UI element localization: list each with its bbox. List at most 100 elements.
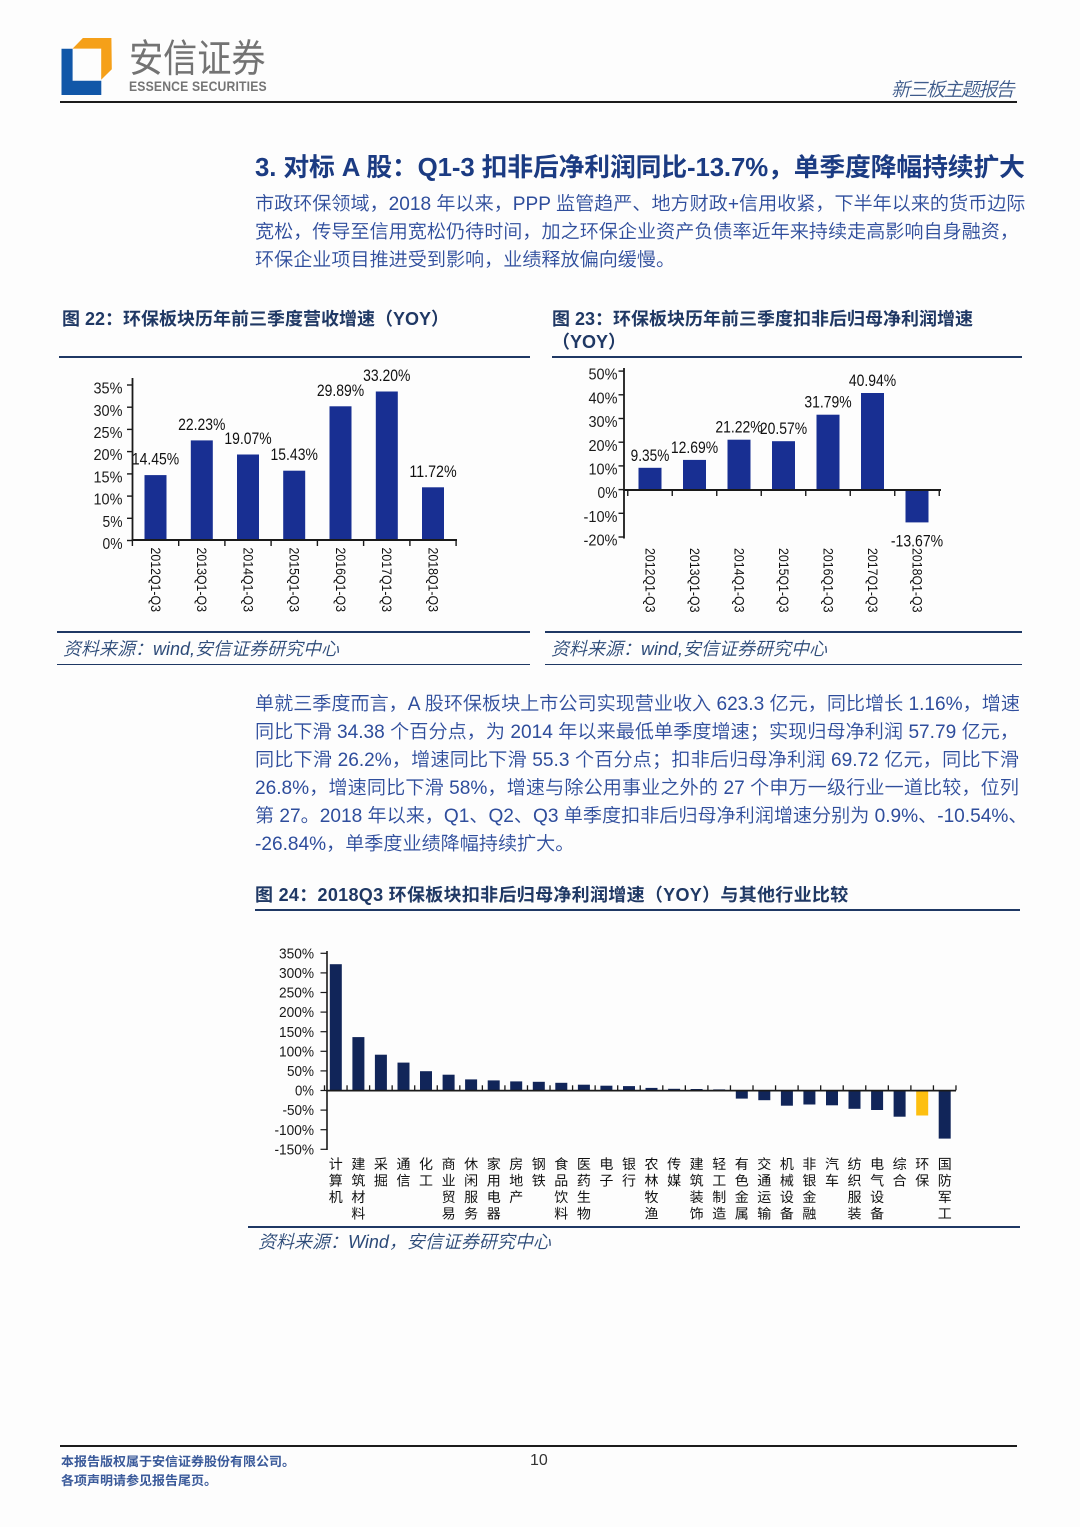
- svg-text:250%: 250%: [279, 986, 314, 1002]
- svg-text:掘: 掘: [374, 1173, 388, 1189]
- svg-text:料: 料: [554, 1205, 568, 1221]
- svg-text:保: 保: [915, 1173, 929, 1189]
- svg-text:务: 务: [464, 1205, 478, 1221]
- svg-text:15.43%: 15.43%: [271, 446, 318, 464]
- svg-text:机: 机: [329, 1189, 343, 1205]
- svg-text:休: 休: [464, 1156, 478, 1172]
- svg-text:-13.67%: -13.67%: [891, 533, 943, 551]
- svg-text:商: 商: [442, 1156, 456, 1172]
- svg-text:300%: 300%: [279, 966, 314, 982]
- svg-text:汽: 汽: [825, 1156, 839, 1172]
- svg-text:饰: 饰: [690, 1205, 704, 1221]
- svg-text:9.35%: 9.35%: [631, 447, 670, 465]
- svg-text:车: 车: [825, 1173, 839, 1189]
- svg-text:5%: 5%: [103, 514, 123, 531]
- svg-text:50%: 50%: [589, 367, 618, 384]
- svg-text:2013Q1-Q3: 2013Q1-Q3: [687, 548, 703, 613]
- svg-text:渔: 渔: [645, 1205, 659, 1221]
- svg-text:服: 服: [464, 1189, 478, 1205]
- svg-text:电: 电: [599, 1156, 613, 1172]
- svg-text:药: 药: [577, 1173, 591, 1189]
- svg-text:2012Q1-Q3: 2012Q1-Q3: [148, 548, 164, 613]
- svg-text:29.89%: 29.89%: [317, 382, 364, 400]
- svg-text:350%: 350%: [279, 946, 314, 962]
- svg-text:200%: 200%: [279, 1005, 314, 1021]
- svg-text:产: 产: [509, 1189, 523, 1205]
- svg-text:计: 计: [329, 1156, 343, 1172]
- svg-text:2017Q1-Q3: 2017Q1-Q3: [865, 548, 881, 613]
- svg-text:建: 建: [351, 1156, 365, 1172]
- svg-text:2017Q1-Q3: 2017Q1-Q3: [379, 548, 395, 613]
- svg-text:防: 防: [938, 1173, 952, 1189]
- svg-text:2016Q1-Q3: 2016Q1-Q3: [820, 548, 836, 613]
- svg-text:电: 电: [870, 1156, 884, 1172]
- svg-text:输: 输: [757, 1205, 771, 1221]
- svg-text:综: 综: [893, 1156, 907, 1172]
- svg-text:备: 备: [870, 1205, 884, 1221]
- svg-text:气: 气: [870, 1173, 884, 1189]
- svg-text:器: 器: [487, 1205, 501, 1221]
- svg-text:机: 机: [780, 1156, 794, 1172]
- svg-text:工: 工: [938, 1205, 952, 1221]
- svg-text:20.57%: 20.57%: [760, 420, 807, 438]
- svg-text:家: 家: [487, 1156, 501, 1172]
- svg-text:交: 交: [757, 1156, 771, 1172]
- svg-text:设: 设: [780, 1189, 794, 1205]
- svg-text:50%: 50%: [287, 1064, 314, 1080]
- svg-text:行: 行: [622, 1173, 636, 1189]
- svg-text:31.79%: 31.79%: [804, 394, 851, 412]
- svg-text:0%: 0%: [598, 485, 618, 502]
- svg-text:有: 有: [735, 1156, 749, 1172]
- svg-text:11.72%: 11.72%: [409, 463, 456, 481]
- svg-text:环: 环: [915, 1156, 929, 1172]
- svg-text:工: 工: [712, 1173, 726, 1189]
- svg-text:-150%: -150%: [275, 1142, 315, 1158]
- svg-text:15%: 15%: [94, 470, 123, 487]
- svg-text:33.20%: 33.20%: [363, 367, 410, 385]
- svg-text:制: 制: [712, 1189, 726, 1205]
- svg-text:合: 合: [893, 1173, 907, 1189]
- svg-text:业: 业: [442, 1173, 456, 1189]
- svg-text:建: 建: [690, 1156, 704, 1172]
- svg-text:工: 工: [419, 1173, 433, 1189]
- svg-text:料: 料: [351, 1205, 365, 1221]
- svg-text:0%: 0%: [295, 1084, 314, 1100]
- svg-text:金: 金: [802, 1189, 816, 1205]
- svg-text:20%: 20%: [589, 438, 618, 455]
- svg-text:10%: 10%: [94, 492, 123, 509]
- svg-text:国: 国: [938, 1156, 952, 1172]
- svg-text:2012Q1-Q3: 2012Q1-Q3: [642, 548, 658, 613]
- svg-text:40%: 40%: [589, 390, 618, 407]
- svg-text:100%: 100%: [279, 1044, 314, 1060]
- svg-text:2018Q1-Q3: 2018Q1-Q3: [909, 548, 925, 613]
- svg-text:林: 林: [645, 1173, 659, 1189]
- svg-text:子: 子: [599, 1173, 613, 1189]
- svg-text:化: 化: [419, 1156, 433, 1172]
- svg-text:军: 军: [938, 1189, 952, 1205]
- svg-text:12.69%: 12.69%: [671, 439, 718, 457]
- svg-text:2018Q1-Q3: 2018Q1-Q3: [425, 548, 441, 613]
- svg-text:房: 房: [509, 1156, 523, 1172]
- svg-text:装: 装: [690, 1189, 704, 1205]
- svg-text:30%: 30%: [94, 403, 123, 420]
- svg-text:筑: 筑: [690, 1173, 704, 1189]
- svg-text:色: 色: [735, 1173, 749, 1189]
- svg-text:装: 装: [848, 1205, 862, 1221]
- svg-text:电: 电: [487, 1189, 501, 1205]
- svg-text:21.22%: 21.22%: [715, 419, 762, 437]
- svg-text:40.94%: 40.94%: [849, 372, 896, 390]
- svg-text:信: 信: [397, 1173, 411, 1189]
- svg-text:-100%: -100%: [275, 1123, 315, 1139]
- svg-text:0%: 0%: [103, 536, 123, 553]
- svg-text:算: 算: [329, 1173, 343, 1189]
- svg-text:械: 械: [780, 1173, 794, 1189]
- svg-text:融: 融: [802, 1205, 816, 1221]
- svg-text:服: 服: [848, 1189, 862, 1205]
- svg-text:150%: 150%: [279, 1025, 314, 1041]
- svg-text:25%: 25%: [94, 425, 123, 442]
- svg-text:钢: 钢: [532, 1156, 546, 1172]
- svg-text:轻: 轻: [712, 1156, 726, 1172]
- svg-text:备: 备: [780, 1205, 794, 1221]
- svg-text:2014Q1-Q3: 2014Q1-Q3: [731, 548, 747, 613]
- svg-text:媒: 媒: [667, 1173, 681, 1189]
